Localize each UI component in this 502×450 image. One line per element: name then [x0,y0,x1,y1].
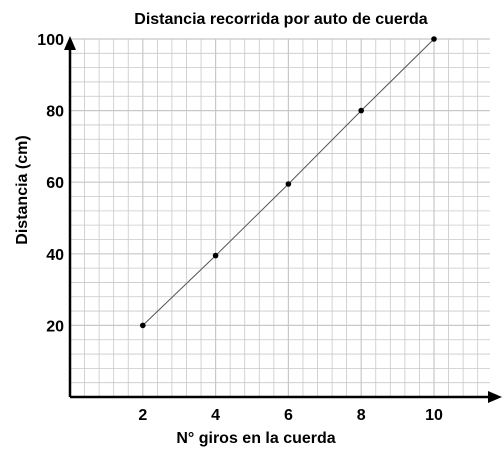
x-tick-label: 2 [138,407,147,424]
data-point [285,181,292,187]
y-axis-arrow [64,36,76,50]
x-tick-label: 4 [211,407,220,424]
data-point [212,252,219,259]
axes [64,36,502,403]
x-axis-label: N° giros en la cuerda [176,430,335,447]
data-point [431,36,437,42]
y-tick-label: 100 [37,32,64,49]
x-tick-labels: 2 4 6 8 10 [138,407,443,424]
y-tick-label: 80 [46,104,64,121]
y-tick-label: 60 [46,175,64,192]
x-tick-label: 10 [425,407,443,424]
chart-title: Distancia recorrida por auto de cuerda [134,11,428,28]
x-tick-label: 6 [284,407,293,424]
data-point [358,107,365,114]
data-point [140,322,146,329]
y-tick-label: 40 [46,247,64,264]
x-axis-arrow [488,391,502,403]
y-tick-labels: 20 40 60 80 100 [37,32,64,335]
y-tick-label: 20 [46,318,64,335]
x-tick-label: 8 [357,407,366,424]
grid [70,38,490,397]
y-axis-label: Distancia (cm) [14,135,31,244]
series [140,36,437,329]
